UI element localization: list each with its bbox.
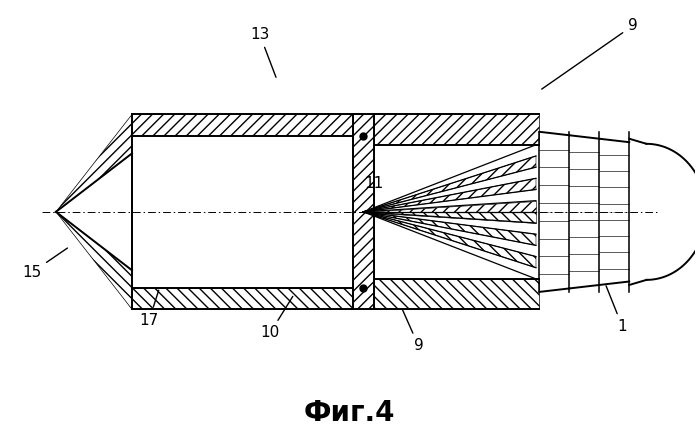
Polygon shape [353,115,374,309]
Polygon shape [374,279,540,309]
Text: 15: 15 [22,248,68,280]
Text: 11: 11 [364,168,383,191]
Polygon shape [132,115,353,136]
Bar [374,145,540,279]
Polygon shape [363,156,536,212]
Text: Фиг.4: Фиг.4 [304,399,395,427]
Polygon shape [363,212,536,223]
Polygon shape [363,212,536,268]
Polygon shape [363,201,536,212]
Bar [132,136,353,288]
Text: 10: 10 [261,296,293,340]
Text: 13: 13 [250,27,276,77]
Polygon shape [56,212,132,309]
Polygon shape [132,288,353,309]
Text: 9: 9 [403,310,424,354]
Polygon shape [363,212,536,245]
Polygon shape [363,178,536,212]
Polygon shape [56,115,132,212]
Text: 9: 9 [542,18,637,89]
Text: 17: 17 [140,290,159,328]
Polygon shape [374,115,540,145]
Text: 1: 1 [606,286,627,334]
